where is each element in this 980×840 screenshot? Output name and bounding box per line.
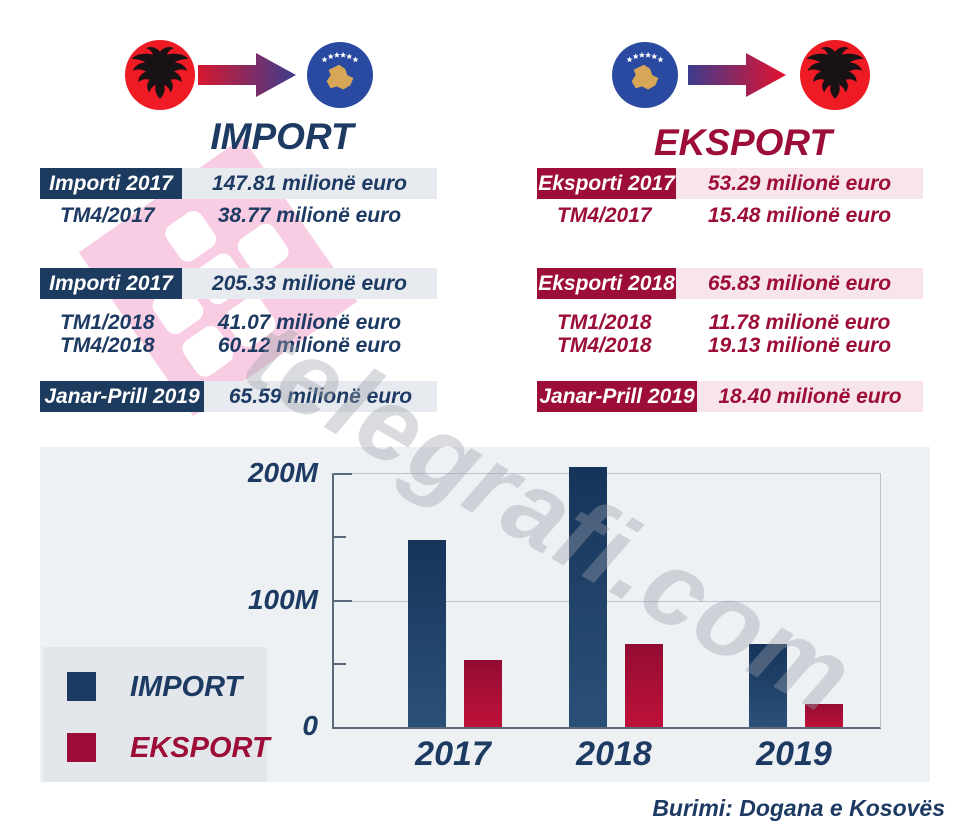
arrow-right-icon <box>198 53 296 97</box>
eksport-row-label: TM4/2017 <box>557 204 652 227</box>
eksport-legend-label: EKSPORT <box>130 732 270 764</box>
eksport-2019-header: Janar-Prill 2019 <box>537 381 697 412</box>
import-2018-total-value: 205.33 milionë euro <box>182 268 437 299</box>
eksport-row-label: TM4/2018 <box>557 334 652 357</box>
albania-flag-icon <box>800 40 870 110</box>
eksport-title: EKSPORT <box>653 122 833 163</box>
eksport-bar-2018 <box>625 644 663 727</box>
eksport-2017-header: Eksporti 2017 <box>537 168 676 199</box>
import-title: IMPORT <box>210 116 354 157</box>
import-bar-2017 <box>408 540 446 727</box>
import-row-label: TM4/2018 <box>60 334 155 357</box>
import-2019-total-value: 65.59 milionë euro <box>204 381 437 412</box>
import-legend-label: IMPORT <box>130 671 243 703</box>
x-tick-label: 2019 <box>756 735 832 773</box>
kosovo-flag-icon <box>612 42 678 108</box>
import-2017-total-value: 147.81 milionë euro <box>182 168 437 199</box>
import-bar-2019 <box>749 644 787 727</box>
plot-area <box>332 467 881 729</box>
eksport-row-label: TM1/2018 <box>557 311 652 334</box>
x-tick-label: 2018 <box>576 735 652 773</box>
import-2017-header: Importi 2017 <box>40 168 182 199</box>
kosovo-flag-icon <box>307 42 373 108</box>
source-caption: Burimi: Dogana e Kosovës <box>652 795 945 821</box>
eksport-2018-header: Eksporti 2018 <box>537 268 676 299</box>
chart-legend: IMPORT EKSPORT <box>43 647 270 782</box>
import-row-value: 41.07 milionë euro <box>217 311 402 334</box>
y-tick-label: 0 <box>302 710 318 741</box>
bar-chart-panel: IMPORT EKSPORT 200M 100M 0 2017 2018 2019 <box>40 447 930 782</box>
x-tick-label: 2017 <box>415 735 491 773</box>
albania-flag-icon <box>125 40 195 110</box>
y-tick-label: 200M <box>247 457 318 488</box>
eksport-2019-total-value: 18.40 milionë euro <box>697 381 923 412</box>
import-row-value: 60.12 milionë euro <box>217 334 402 357</box>
eksport-row-value: 19.13 milionë euro <box>707 334 892 357</box>
eksport-row-value: 11.78 milionë euro <box>708 311 891 334</box>
import-row-label: TM1/2018 <box>60 311 155 334</box>
import-row-value: 38.77 milionë euro <box>217 204 402 227</box>
eksport-legend-swatch <box>67 733 96 762</box>
eksport-2018-total-value: 65.83 milionë euro <box>676 268 923 299</box>
import-2019-header: Janar-Prill 2019 <box>40 381 204 412</box>
y-tick-label: 100M <box>247 583 318 615</box>
eksport-bar-2017 <box>464 660 502 727</box>
eksport-2017-total-value: 53.29 milionë euro <box>676 168 923 199</box>
import-row-label: TM4/2017 <box>60 204 155 227</box>
eksport-bar-2019 <box>805 704 843 727</box>
import-legend-swatch <box>67 672 96 701</box>
arrow-right-icon <box>688 53 786 97</box>
import-2018-header: Importi 2017 <box>40 268 182 299</box>
import-bar-2018 <box>569 467 607 727</box>
eksport-row-value: 15.48 milionë euro <box>707 204 892 227</box>
